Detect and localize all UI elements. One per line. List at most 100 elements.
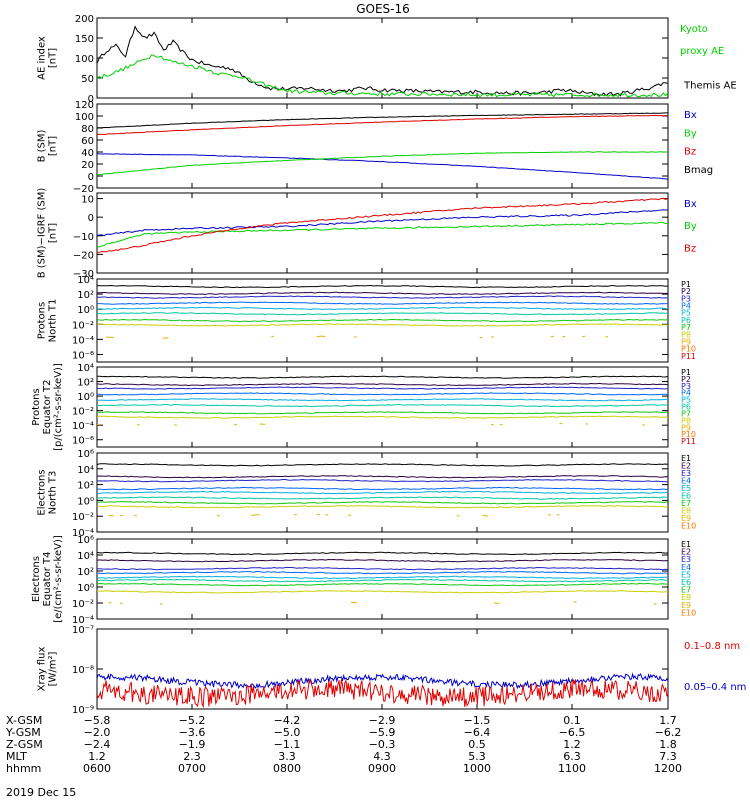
series-line-bmag	[97, 112, 668, 129]
y-axis-label: B (SM)−IGRF (SM)	[37, 188, 48, 279]
panel-pt1: 10⁻⁶ 10⁻⁴ 10⁻² 10⁰ 10² 10⁴ Protons North T1 P1P2…	[37, 275, 696, 363]
series-line-e3	[97, 566, 668, 571]
series-line-p2	[97, 382, 668, 387]
y-axis-label: Protons	[31, 388, 42, 425]
y-axis-label: [W/m²]	[48, 651, 59, 686]
series-line-p9	[271, 335, 275, 338]
legend-entry: P11	[681, 352, 696, 361]
y-tick-label: 10⁻⁷	[72, 625, 94, 636]
legend-entry: By	[684, 221, 697, 232]
legend-entry: E8	[681, 593, 691, 602]
series-line-p9	[316, 335, 326, 338]
series-line-p9	[582, 335, 586, 338]
legend-entry: P11	[681, 437, 696, 446]
axis-row-value: −6.2	[655, 726, 682, 739]
series-line-e9	[108, 514, 115, 517]
series-line-e8	[97, 590, 668, 594]
axis-row-value: −2.0	[84, 726, 111, 739]
data-layer	[97, 463, 668, 517]
y-tick-label: 10⁻⁶	[72, 436, 94, 447]
y-tick-label: 10⁻⁴	[72, 615, 94, 626]
axis-row-value: 6.3	[563, 750, 581, 763]
legend-entry: Kyoto	[680, 24, 708, 35]
axis-row-value: 7.3	[659, 750, 677, 763]
axis-row-value: 1.8	[659, 738, 677, 751]
legend-entry: By	[684, 128, 697, 139]
legend-entry: P4	[681, 389, 691, 398]
legend-entry: P9	[681, 423, 691, 432]
axis-row-value: 5.3	[468, 750, 486, 763]
y-tick-label: 10²	[77, 378, 94, 389]
axis-row-value: 0.1	[563, 714, 581, 727]
legend-entry: Bx	[684, 199, 697, 210]
series-line-e7	[97, 582, 668, 587]
legend-entry: E7	[681, 586, 691, 595]
series-line-bz	[97, 197, 668, 254]
legend-entry: E10	[681, 522, 696, 531]
y-axis-label: Protons	[37, 302, 48, 339]
series-line-p1	[97, 284, 668, 289]
legend-entry: Bz	[684, 243, 696, 254]
data-layer	[97, 284, 668, 339]
series-line-e4	[97, 486, 668, 491]
axis-row-value: 0900	[368, 762, 396, 775]
axis-row-value: −2.4	[84, 738, 111, 751]
legend-entry: P7	[681, 409, 691, 418]
y-tick-label: 10⁻⁴	[72, 335, 94, 346]
y-tick-label: 10²	[77, 567, 94, 578]
series-line-p6	[97, 403, 668, 408]
y-tick-label: −20	[73, 184, 94, 195]
series-line-e4	[97, 570, 668, 575]
legend-entry: P1	[681, 280, 691, 289]
legend-entry: P2	[681, 375, 691, 384]
legend-entry: 0.05–0.4 nm	[684, 682, 746, 693]
legend-entry: Bz	[684, 147, 696, 158]
axis-row-value: 4.3	[373, 750, 391, 763]
series-line-bx	[97, 153, 668, 180]
y-axis-label: North T3	[48, 471, 59, 515]
series-line-e3	[97, 478, 668, 483]
axis-row-value: 0.5	[468, 738, 486, 751]
legend-entry: E4	[681, 477, 691, 486]
legend-entry: P3	[681, 294, 691, 303]
panel-et4: 10⁻⁴ 10⁻² 10⁰ 10² 10⁴ 10⁶ Electrons Equator T4[…	[31, 535, 696, 626]
series-line-e1	[97, 551, 668, 556]
axis-row-value: 0700	[178, 762, 206, 775]
panel-frame	[96, 17, 669, 99]
legend-entry: P1	[681, 368, 691, 377]
y-tick-label: 10⁶	[77, 449, 94, 460]
series-line-e2	[97, 475, 668, 479]
legend-entry: P4	[681, 302, 691, 311]
panel-pt2: 10⁻⁶ 10⁻⁴ 10⁻² 10⁰ 10² 10⁴ Protons Equator T2 [p…	[31, 363, 696, 451]
panel-xray: 10⁻⁹ 10⁻⁸ 10⁻⁷ Xray flux [W/m²] 0.1–0.8 nm 0.0…	[37, 625, 747, 716]
y-tick-label: 10⁰	[77, 392, 94, 403]
legend-entry: P5	[681, 396, 691, 405]
y-tick-label: 10⁻⁴	[72, 528, 94, 539]
data-layer	[97, 375, 668, 426]
legend-entry: P10	[681, 345, 696, 354]
legend-entry: E2	[681, 462, 691, 471]
axis-row-value: 1100	[558, 762, 586, 775]
y-tick-label: 10⁴	[77, 363, 94, 374]
series-line-p8	[97, 415, 668, 419]
panel-ae: 0 50 100 150 200 AE index [nT] Kyoto proxy AE The…	[37, 14, 737, 105]
axis-row-label: X-GSM	[6, 714, 42, 727]
axis-row-value: −1.5	[464, 714, 491, 727]
y-tick-label: 0	[88, 94, 94, 105]
series-line-p1	[97, 375, 668, 379]
axis-row-value: 3.3	[278, 750, 296, 763]
y-tick-label: 200	[75, 14, 94, 25]
legend-entry: E7	[681, 499, 691, 508]
series-line-e5	[97, 575, 668, 580]
y-tick-label: 40	[81, 148, 94, 159]
axis-row-label: Y-GSM	[5, 726, 41, 739]
legend-entry: P7	[681, 323, 691, 332]
series-line-p5	[97, 398, 668, 402]
y-tick-label: 10⁻⁹	[72, 705, 94, 716]
series-line-themis-ae	[97, 25, 668, 97]
y-tick-label: −10	[73, 232, 94, 243]
y-tick-label: −30	[73, 269, 94, 280]
y-axis-label: AE index	[37, 36, 48, 80]
